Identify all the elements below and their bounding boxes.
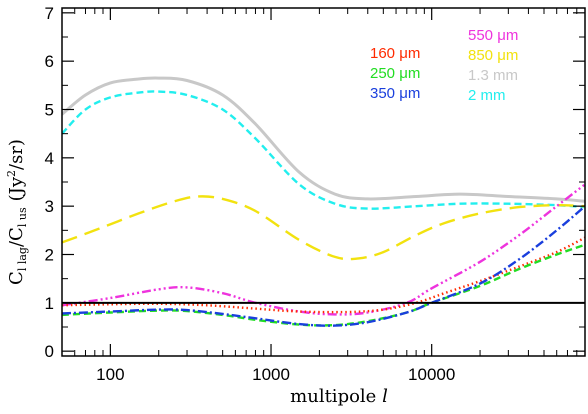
legend-entry-2: 350 μm [370,85,420,102]
tick-layer: 100 1000 10000 0 1 2 3 4 5 6 7 [45,4,585,384]
legend-entry-4: 850 μm [468,47,518,64]
y-title-c2: C [6,227,27,241]
legend-entry-1: 250 μm [370,65,420,82]
series-line-4 [62,195,585,261]
y-title-c1: C [6,271,27,285]
x-tick-label-0: 100 [96,365,124,384]
y-tick-label-3: 3 [45,197,54,216]
x-axis-title-main: multipole [290,386,382,407]
y-tick-label-5: 5 [45,101,54,120]
y-tick-label-6: 6 [45,52,54,71]
x-axis-title-variable: l [382,386,388,407]
x-axis-title: multipole l [290,386,388,407]
series-line-6 [62,90,585,210]
x-tick-label-2: 10000 [408,365,455,384]
y-title-exp: 2 [5,170,18,177]
y-title-slash: / [6,240,27,247]
y-tick-label-1: 1 [45,294,54,313]
y-tick-label-2: 2 [45,246,54,265]
legend-entry-6: 2 mm [468,87,506,104]
legend-entry-0: 160 μm [370,45,420,62]
y-axis-title: Cl lag/Cl us(Jy2/sr) [5,139,29,285]
y-tick-label-0: 0 [45,342,54,361]
series-line-3 [62,183,585,316]
y-title-s1: l lag [16,247,29,271]
y-title-unit: (Jy [6,176,27,201]
series-line-5 [62,76,585,203]
series-line-1 [62,243,585,327]
y-tick-label-4: 4 [45,149,54,168]
series-line-2 [62,205,585,327]
legend-entry-5: 1.3 mm [468,67,518,84]
y-title-unit-end: /sr) [6,139,27,170]
series-layer [62,76,585,327]
x-tick-label-1: 1000 [252,365,290,384]
svg-text:Cl lag/Cl us(Jy2/sr): Cl lag/Cl us(Jy2/sr) [5,139,29,285]
legend: 160 μm 250 μm 350 μm 550 μm 850 μm 1.3 mm 2 mm [370,27,518,104]
y-title-s2: l us [16,207,29,227]
legend-entry-3: 550 μm [468,27,518,44]
y-tick-label-7: 7 [45,4,54,23]
